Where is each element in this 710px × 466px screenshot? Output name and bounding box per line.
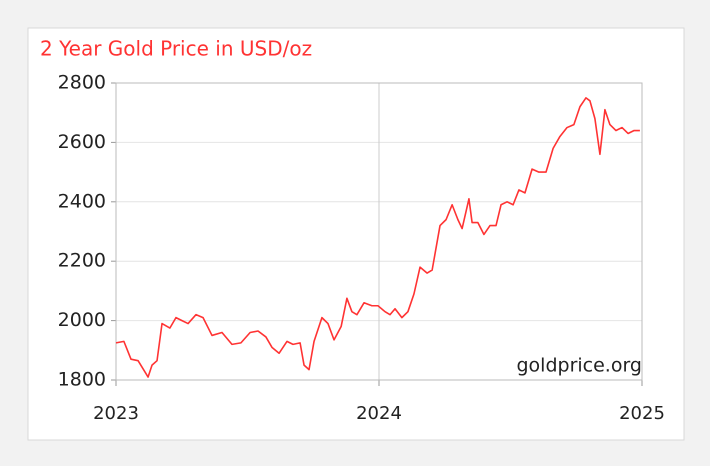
y-tick-label: 2800	[58, 72, 106, 94]
y-tick-label: 2200	[58, 250, 106, 272]
y-tick-label: 2000	[58, 309, 106, 331]
price-line	[115, 97, 640, 378]
y-tick-label: 1800	[58, 369, 106, 391]
y-tick-label: 2400	[58, 190, 106, 212]
x-tick-label: 2024	[356, 403, 402, 424]
x-tick-label: 2025	[619, 403, 665, 424]
x-tick-label: 2023	[93, 403, 139, 424]
chart-title: 2 Year Gold Price in USD/oz	[40, 37, 312, 61]
annotation: goldprice.org	[516, 355, 642, 377]
y-tick-label: 2600	[58, 131, 106, 153]
plot-frame	[115, 82, 643, 381]
panel	[27, 27, 685, 441]
